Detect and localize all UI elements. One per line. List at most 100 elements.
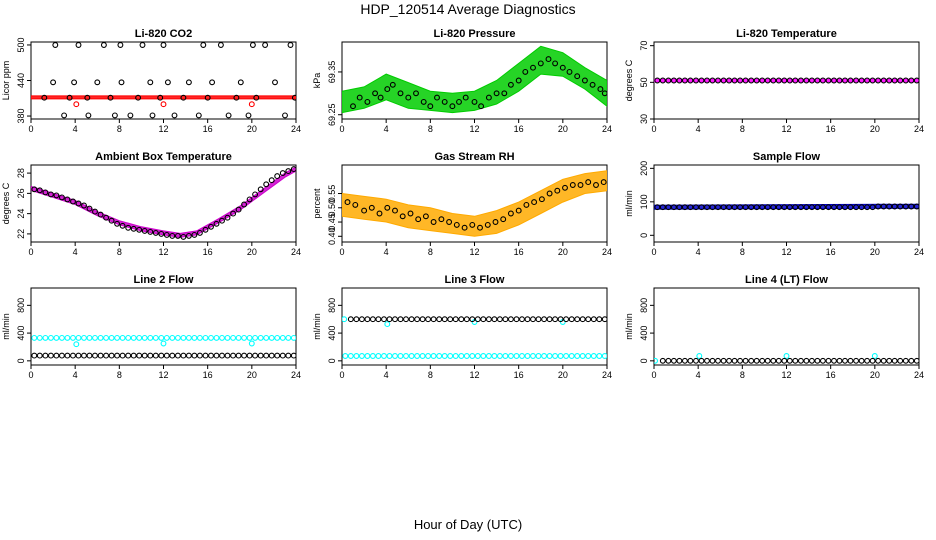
data-point [441, 316, 448, 323]
data-point [698, 357, 705, 364]
data-point [415, 216, 422, 223]
data-point [737, 204, 744, 211]
data-point [364, 316, 371, 323]
data-point [73, 341, 80, 348]
data-point [213, 352, 220, 359]
data-point [897, 77, 904, 84]
data-point [731, 204, 738, 211]
y-tick-label: 0.45 [327, 213, 337, 231]
x-tick-label: 24 [602, 247, 612, 257]
panel-sampleflow: Sample Flow 0 4 8 12 16 20 24 0 100 200 ml/min [624, 151, 924, 257]
x-tick-label: 12 [781, 124, 791, 134]
x-tick-label: 24 [914, 370, 924, 380]
data-point [474, 316, 481, 323]
data-point [891, 357, 898, 364]
data-point [422, 213, 429, 220]
data-point [770, 77, 777, 84]
x-tick-label: 8 [740, 247, 745, 257]
data-point [174, 334, 181, 341]
data-point [342, 353, 349, 359]
data-point [463, 353, 470, 359]
data-point [136, 334, 143, 341]
data-point [31, 334, 38, 341]
data-point [704, 357, 710, 364]
data-point [601, 90, 607, 97]
data-point [163, 352, 170, 359]
x-tick-label: 8 [428, 370, 433, 380]
data-point [880, 77, 887, 84]
data-point [441, 353, 448, 359]
data-point [596, 316, 603, 323]
data-point [235, 206, 242, 213]
data-point [73, 101, 80, 108]
panel-line3: Line 3 Flow 0 4 8 12 16 20 24 0 400 800 ml/min [312, 274, 612, 380]
data-point [202, 334, 209, 341]
data-point [403, 316, 409, 323]
data-point [36, 334, 43, 341]
data-point [471, 98, 478, 105]
data-point [257, 352, 264, 359]
x-tick-label: 24 [602, 370, 612, 380]
data-point [397, 316, 404, 323]
x-tick-label: 4 [696, 247, 701, 257]
data-point [279, 334, 286, 341]
data-point [350, 103, 356, 110]
data-point [601, 353, 607, 359]
data-point [897, 357, 904, 364]
data-point [737, 77, 744, 84]
data-point [219, 217, 225, 224]
x-tick-label: 24 [602, 124, 612, 134]
x-tick-label: 4 [384, 247, 389, 257]
x-tick-label: 0 [339, 370, 344, 380]
x-tick-label: 0 [651, 247, 656, 257]
data-point [213, 334, 220, 341]
data-point [392, 353, 398, 359]
data-point [191, 334, 198, 341]
data-point [665, 357, 672, 364]
data-point [224, 334, 231, 341]
x-tick-label: 24 [914, 124, 924, 134]
data-point [569, 182, 576, 188]
data-point [163, 231, 170, 238]
data-point [58, 334, 65, 341]
data-point [693, 77, 699, 84]
data-point [361, 207, 368, 214]
data-point [185, 334, 192, 341]
data-point [97, 352, 104, 359]
x-tick-label: 16 [826, 124, 836, 134]
data-point [135, 94, 142, 101]
data-point [208, 334, 214, 341]
plot-area [31, 42, 296, 119]
data-point [775, 357, 782, 364]
data-point [585, 316, 592, 323]
data-point [268, 177, 275, 184]
data-point [775, 204, 782, 211]
data-point [427, 103, 434, 110]
data-point [52, 42, 59, 48]
plot-area [654, 203, 919, 211]
data-point [541, 353, 548, 359]
data-point [248, 101, 255, 108]
data-point [786, 204, 793, 211]
series-band [342, 170, 607, 237]
data-point [836, 357, 843, 364]
data-point [36, 352, 43, 359]
x-axis-label: Hour of Day (UTC) [413, 517, 523, 532]
data-point [174, 352, 181, 359]
x-tick-label: 0 [28, 247, 33, 257]
data-point [384, 321, 391, 328]
data-point [130, 352, 137, 359]
data-point [262, 42, 269, 48]
data-point [268, 334, 275, 341]
data-point [501, 90, 508, 97]
y-axis-label: ml/min [312, 313, 322, 340]
panel-title: Line 2 Flow [134, 274, 194, 286]
x-tick-label: 8 [740, 370, 745, 380]
data-point [263, 181, 270, 188]
data-point [836, 204, 843, 211]
data-point [537, 60, 544, 67]
data-point [31, 186, 38, 193]
data-point [559, 64, 566, 71]
data-point [253, 94, 260, 101]
data-point [86, 334, 93, 341]
